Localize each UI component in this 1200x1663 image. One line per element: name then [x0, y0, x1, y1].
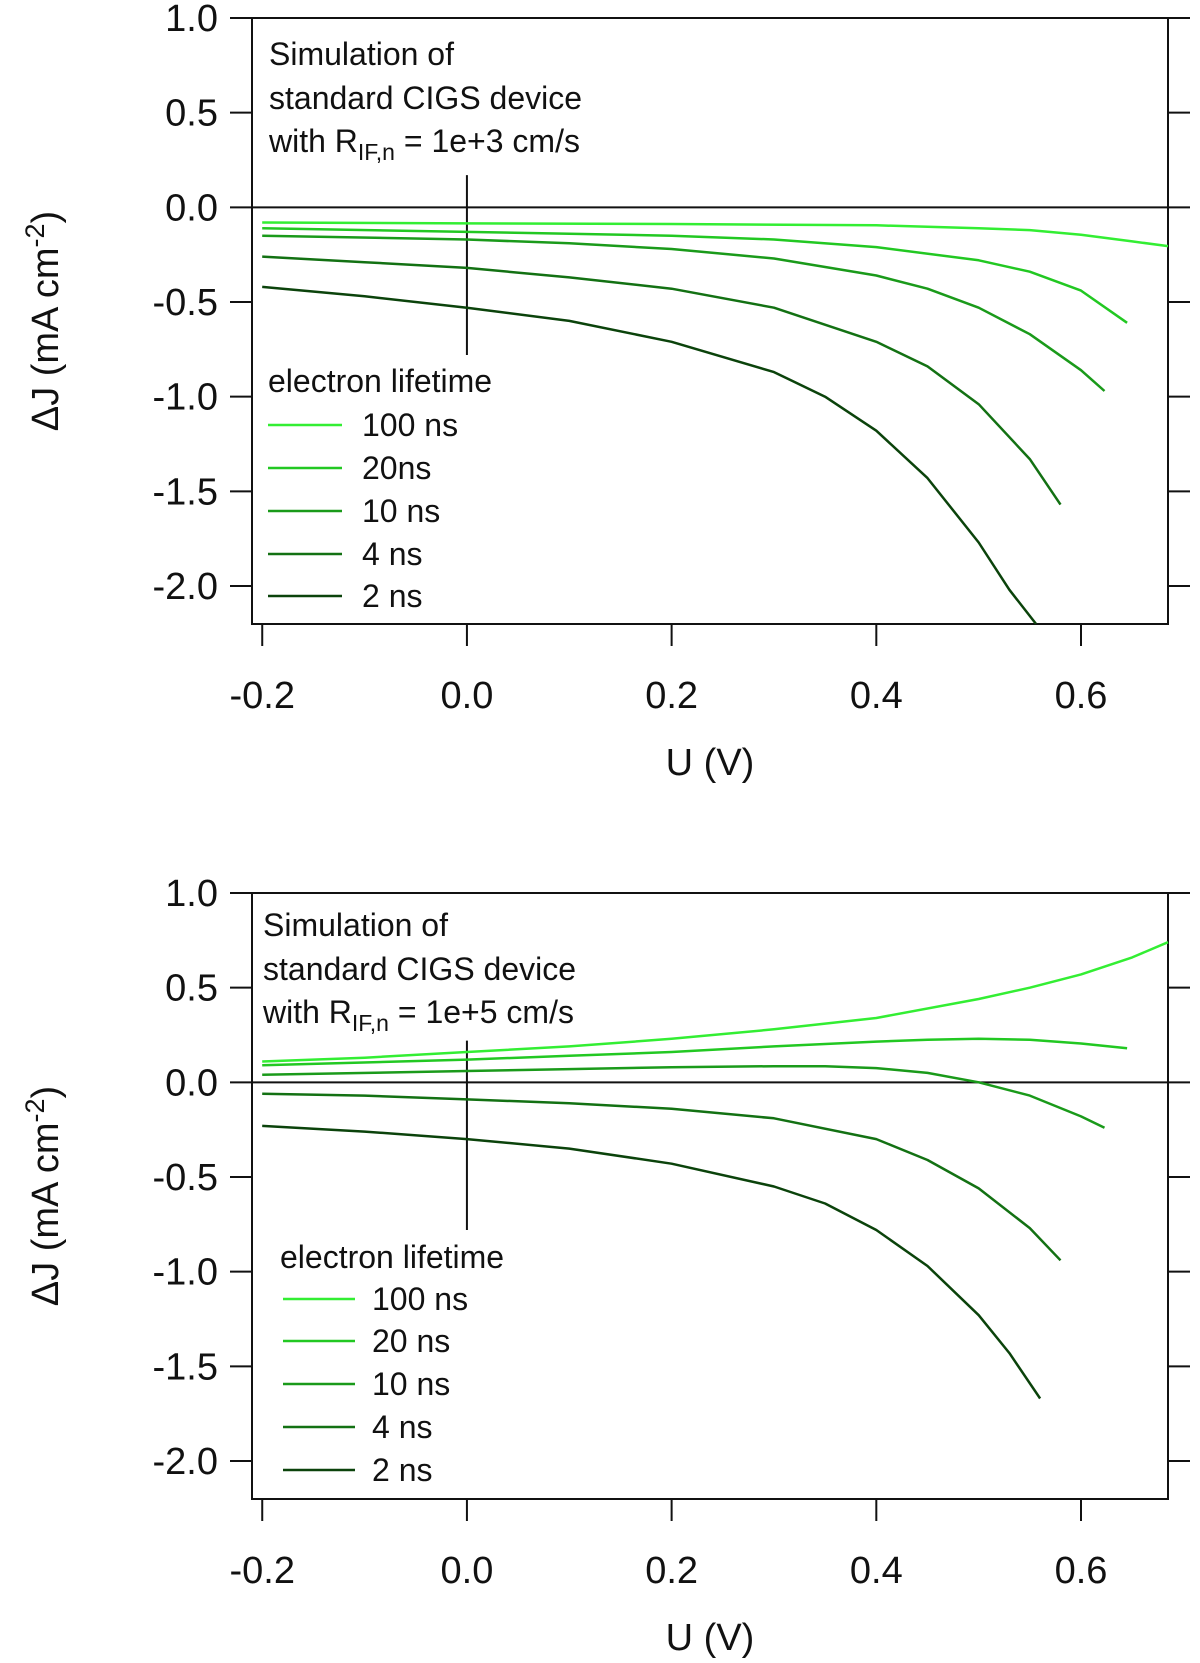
legend-label-1: 100 ns [362, 407, 458, 443]
x-tick-label: 0.6 [1055, 1550, 1108, 1592]
series-line-4 [262, 1092, 1062, 1262]
annotation-line-1: Simulation of [263, 907, 448, 943]
y-tick-label: 1.0 [165, 873, 218, 915]
legend-label-5: 2 ns [372, 1452, 432, 1488]
series-line-5 [262, 1124, 1042, 1400]
legend-label-4: 4 ns [372, 1409, 432, 1445]
annotation-line-1: Simulation of [269, 36, 454, 72]
legend-title: electron lifetime [280, 1239, 504, 1275]
y-axis-title-main: ΔJ (mA cm [25, 1122, 67, 1306]
y-tick-label: 0.0 [165, 1062, 218, 1104]
x-tick-label: -0.2 [229, 1550, 294, 1592]
legend-title: electron lifetime [268, 363, 492, 399]
x-axis-title: U (V) [666, 742, 755, 784]
y-tick-label: -2.0 [153, 1441, 218, 1483]
x-axis-title: U (V) [666, 1617, 755, 1658]
x-tick-label: 0.0 [441, 1550, 494, 1592]
legend-label-2: 20 ns [372, 1323, 450, 1359]
y-tick-label: -2.0 [153, 566, 218, 608]
y-tick-label: -1.0 [153, 1252, 218, 1294]
x-tick-label: 0.0 [441, 675, 494, 717]
y-tick-label: -0.5 [153, 1157, 218, 1199]
annotation-line-3-post: = 1e+5 cm/s [389, 994, 574, 1030]
y-tick-label: 0.5 [165, 968, 218, 1010]
series-line-5 [262, 285, 1037, 625]
x-tick-label: 0.2 [645, 1550, 698, 1592]
series-line-3 [262, 234, 1106, 392]
y-axis-title-tail: ) [25, 211, 67, 224]
x-tick-label: 0.2 [645, 675, 698, 717]
y-axis-title-exponent: -2 [20, 223, 50, 247]
legend-label-5: 2 ns [362, 578, 422, 614]
plot-frame [251, 892, 1169, 1500]
chart-panel-2: 1.0 0.5 0.0 -0.5 -1.0 -1.5 -2.0 -0.2 0.0 0.2 0.4 0.… [20, 873, 1190, 1659]
annotation-line-3: with RIF,n = 1e+5 cm/s [262, 994, 574, 1036]
y-axis-title: ΔJ (mA cm-2) [20, 1086, 67, 1306]
y-tick-label: 1.0 [165, 0, 218, 40]
y-axis-title-tail: ) [25, 1086, 67, 1099]
annotation-line-3-sub: IF,n [352, 1010, 389, 1036]
legend-label-4: 4 ns [362, 536, 422, 572]
annotation-line-2: standard CIGS device [263, 951, 576, 987]
y-tick-label: 0.0 [165, 187, 218, 229]
y-axis-title-exponent: -2 [20, 1098, 50, 1122]
legend-label-3: 10 ns [362, 493, 440, 529]
annotation-line-3-pre: with R [268, 123, 358, 159]
y-axis-title-main: ΔJ (mA cm [25, 247, 67, 431]
x-tick-label: 0.4 [850, 1550, 903, 1592]
legend-label-3: 10 ns [372, 1366, 450, 1402]
y-axis-title: ΔJ (mA cm-2) [20, 211, 67, 431]
legend-label-2: 20ns [362, 450, 431, 486]
annotation-line-3-pre: with R [262, 994, 352, 1030]
x-tick-label: 0.4 [850, 675, 903, 717]
y-tick-label: -1.5 [153, 1346, 218, 1388]
series-line-3 [262, 1064, 1106, 1129]
series-line-2 [262, 226, 1128, 324]
y-tick-label: -0.5 [153, 282, 218, 324]
series-line-1 [262, 221, 1169, 248]
series-line-4 [262, 255, 1062, 506]
annotation-line-3-sub: IF,n [358, 139, 395, 165]
annotation-line-3-post: = 1e+3 cm/s [395, 123, 580, 159]
y-tick-label: -1.5 [153, 471, 218, 513]
annotation-line-2: standard CIGS device [269, 80, 582, 116]
annotation-line-3: with RIF,n = 1e+3 cm/s [268, 123, 580, 165]
plot-frame [251, 17, 1169, 625]
chart-panel-1: 1.0 0.5 0.0 -0.5 -1.0 -1.5 -2.0 -0.2 0.0 0.2 0.4 0.… [20, 0, 1190, 784]
x-tick-label: -0.2 [229, 675, 294, 717]
series-line-1 [262, 941, 1169, 1063]
legend-label-1: 100 ns [372, 1281, 468, 1317]
x-tick-label: 0.6 [1055, 675, 1108, 717]
series-line-2 [262, 1037, 1128, 1067]
y-tick-label: -1.0 [153, 377, 218, 419]
y-tick-label: 0.5 [165, 93, 218, 135]
